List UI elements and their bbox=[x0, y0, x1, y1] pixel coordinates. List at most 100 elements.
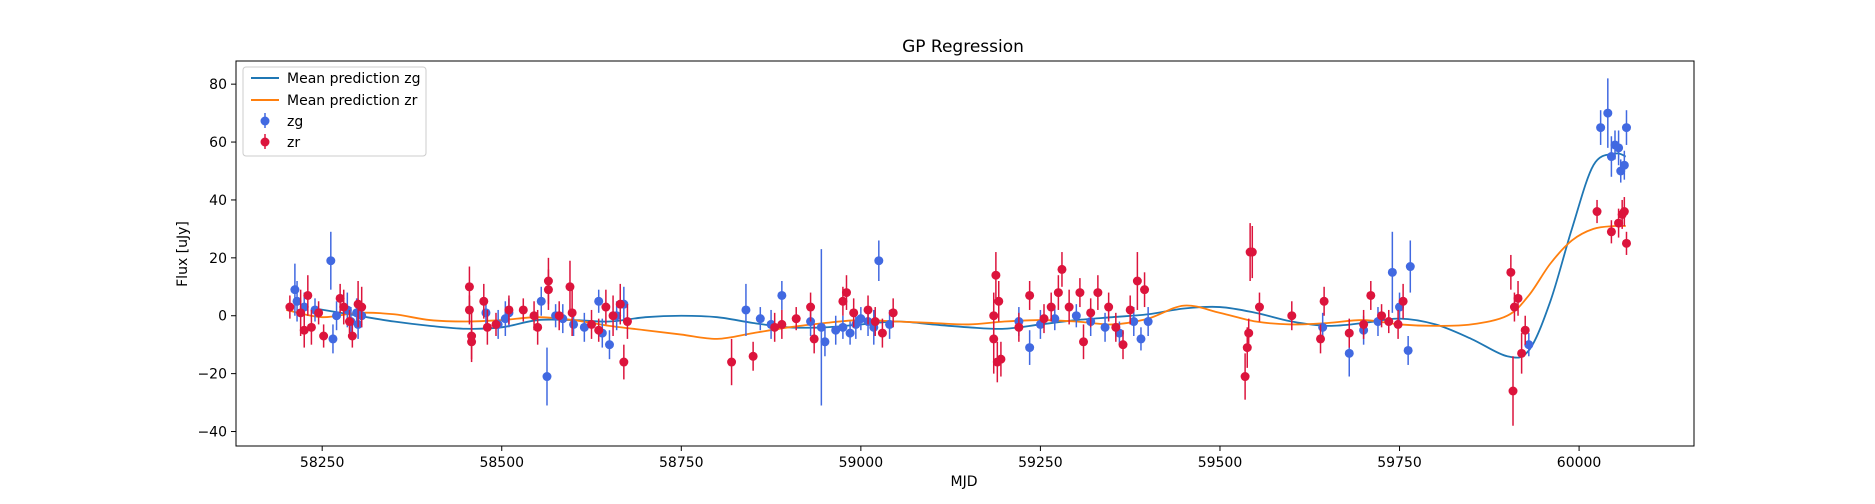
data-point-zr bbox=[1513, 293, 1523, 303]
data-point-zr bbox=[464, 282, 474, 292]
data-point-zg bbox=[579, 322, 589, 332]
x-tick-label: 58750 bbox=[659, 455, 704, 471]
data-point-zr bbox=[1242, 343, 1252, 353]
y-tick-label: 60 bbox=[209, 135, 227, 151]
chart-title: GP Regression bbox=[902, 37, 1024, 57]
data-point-zr bbox=[1520, 325, 1530, 335]
data-point-zg bbox=[290, 285, 300, 295]
legend-label-zg-points: zg bbox=[287, 114, 303, 130]
data-point-zr bbox=[314, 308, 324, 318]
data-point-zr bbox=[622, 317, 632, 327]
data-point-zg bbox=[1614, 143, 1624, 153]
data-point-zg bbox=[1136, 334, 1146, 344]
data-point-zr bbox=[1366, 290, 1376, 300]
data-point-zr bbox=[567, 308, 577, 318]
data-point-zg bbox=[569, 319, 579, 329]
data-point-zg bbox=[1071, 311, 1081, 321]
data-point-zr bbox=[1359, 319, 1369, 329]
data-point-zg bbox=[777, 290, 787, 300]
data-point-zg bbox=[536, 296, 546, 306]
data-point-zr bbox=[1053, 288, 1063, 298]
data-point-zg bbox=[816, 322, 826, 332]
data-point-zr bbox=[748, 351, 758, 361]
series-zr bbox=[285, 197, 1631, 426]
data-point-zr bbox=[888, 308, 898, 318]
data-point-zr bbox=[518, 305, 528, 315]
data-point-zr bbox=[587, 319, 597, 329]
data-point-zr bbox=[296, 308, 306, 318]
data-point-zg bbox=[604, 340, 614, 350]
data-point-zr bbox=[1125, 305, 1135, 315]
y-tick-label: −40 bbox=[197, 425, 227, 441]
y-tick-label: 0 bbox=[218, 309, 227, 325]
data-point-zr bbox=[1014, 322, 1024, 332]
data-point-zr bbox=[303, 290, 313, 300]
plot-frame bbox=[235, 60, 1695, 447]
data-point-zr bbox=[1240, 372, 1250, 382]
data-point-zr bbox=[1517, 348, 1527, 358]
data-point-zr bbox=[841, 288, 851, 298]
data-point-zr bbox=[870, 317, 880, 327]
data-point-zr bbox=[1118, 340, 1128, 350]
data-point-zg bbox=[481, 308, 491, 318]
legend-swatch-zg-points bbox=[260, 113, 270, 128]
data-point-zr bbox=[1079, 337, 1089, 347]
data-point-zr bbox=[554, 311, 564, 321]
data-point-zg bbox=[292, 296, 302, 306]
y-axis: −40 −20 0 20 40 60 80 bbox=[197, 77, 236, 441]
data-point-zr bbox=[1344, 328, 1354, 338]
data-point-zr bbox=[863, 305, 873, 315]
data-point-zg bbox=[885, 319, 895, 329]
data-point-zr bbox=[565, 282, 575, 292]
data-point-zr bbox=[1039, 314, 1049, 324]
data-point-zg bbox=[856, 314, 866, 324]
data-point-zr bbox=[347, 331, 357, 341]
data-point-zg bbox=[1621, 123, 1631, 133]
data-point-zg bbox=[1596, 123, 1606, 133]
data-point-zr bbox=[319, 331, 329, 341]
data-point-zg bbox=[332, 311, 342, 321]
data-point-zr bbox=[1075, 288, 1085, 298]
data-point-zg bbox=[1603, 108, 1613, 118]
data-point-zr bbox=[1247, 247, 1257, 257]
data-point-zg bbox=[1403, 345, 1413, 355]
data-point-zr bbox=[991, 270, 1001, 280]
data-point-zr bbox=[1254, 302, 1264, 312]
data-point-zr bbox=[285, 302, 295, 312]
x-tick-label: 60000 bbox=[1557, 455, 1602, 471]
data-point-zr bbox=[529, 311, 539, 321]
data-point-zg bbox=[874, 256, 884, 266]
data-point-zg bbox=[1405, 262, 1415, 272]
data-point-zg bbox=[820, 337, 830, 347]
data-point-zr bbox=[1606, 227, 1616, 237]
data-point-zg bbox=[1606, 152, 1616, 162]
data-point-zr bbox=[994, 296, 1004, 306]
legend-label-zg-line: Mean prediction zg bbox=[287, 71, 421, 87]
data-point-zr bbox=[504, 305, 514, 315]
data-point-zr bbox=[1398, 296, 1408, 306]
data-point-zr bbox=[615, 299, 625, 309]
y-tick-label: 40 bbox=[209, 193, 227, 209]
data-point-zr bbox=[989, 334, 999, 344]
data-point-zg bbox=[1524, 340, 1534, 350]
data-point-zr bbox=[1592, 207, 1602, 217]
data-point-zr bbox=[1508, 386, 1518, 396]
data-point-zr bbox=[335, 293, 345, 303]
data-point-zr bbox=[1111, 322, 1121, 332]
data-point-zr bbox=[1316, 334, 1326, 344]
data-points bbox=[285, 78, 1631, 426]
data-point-zr bbox=[1619, 207, 1629, 217]
data-point-zg bbox=[755, 314, 765, 324]
line-mean-prediction-zr bbox=[286, 224, 1626, 340]
data-point-zr bbox=[849, 308, 859, 318]
data-point-zr bbox=[491, 319, 501, 329]
data-point-zr bbox=[482, 322, 492, 332]
data-point-zr bbox=[1057, 264, 1067, 274]
data-point-zr bbox=[1506, 267, 1516, 277]
data-point-zr bbox=[1287, 311, 1297, 321]
data-point-zr bbox=[306, 322, 316, 332]
data-point-zr bbox=[727, 357, 737, 367]
data-point-zg bbox=[1318, 322, 1328, 332]
data-point-zr bbox=[1509, 302, 1519, 312]
